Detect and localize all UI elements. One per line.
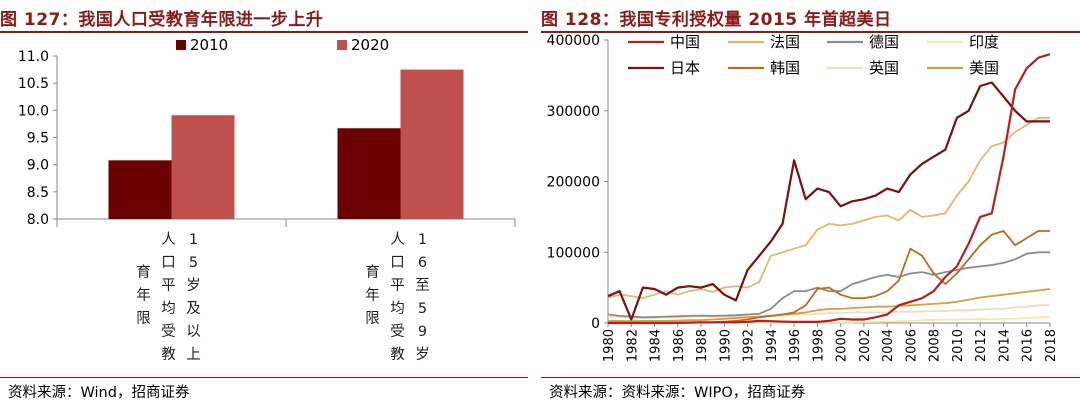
- x-tick-label: 1984: [649, 329, 664, 362]
- series-line-美国: [608, 288, 1051, 323]
- y-tick-label: 200000: [547, 175, 600, 191]
- category-label-char: 育: [136, 264, 151, 281]
- x-tick-label: 2002: [858, 329, 873, 362]
- title-rule: [541, 31, 1080, 33]
- category-label-char: 限: [365, 310, 380, 327]
- source-rule: [0, 377, 528, 378]
- y-tick-label: 9.5: [27, 131, 49, 147]
- category-label-char: 至: [415, 278, 430, 294]
- legend-label-中国: 中国: [670, 33, 700, 51]
- category-label-char: 教: [390, 346, 405, 363]
- category-label-char: 9: [418, 324, 427, 340]
- legend-label-2010: 2010: [190, 36, 228, 54]
- category-label-char: 及: [186, 301, 201, 317]
- category-label-char: 均: [390, 300, 405, 317]
- legend-label-德国: 德国: [869, 33, 899, 51]
- y-tick-label: 100000: [547, 245, 600, 261]
- title-rule: [0, 31, 528, 33]
- x-tick-label: 1986: [672, 329, 687, 362]
- legend-label-韩国: 韩国: [770, 59, 800, 77]
- category-label-char: 教: [161, 346, 176, 363]
- legend-swatch-2010: [176, 40, 186, 50]
- legend-label-印度: 印度: [969, 33, 999, 51]
- source-note: 资料来源：资料来源：WIPO，招商证券: [549, 385, 806, 401]
- series-line-德国: [607, 251, 1050, 319]
- y-tick-label: 300000: [547, 104, 600, 120]
- category-label-char: 岁: [186, 277, 201, 294]
- category-label-char: 口: [390, 255, 405, 271]
- x-tick-label: 1980: [602, 329, 617, 362]
- x-tick-label: 2018: [1044, 329, 1059, 362]
- source-note: 资料来源：Wind，招商证券: [8, 385, 190, 401]
- category-label-char: 育: [365, 264, 380, 281]
- legend-label-英国: 英国: [869, 59, 899, 77]
- category-label-char: 人: [161, 231, 176, 248]
- category-label-char: 平: [161, 278, 176, 294]
- y-tick-label: 8.0: [27, 212, 49, 228]
- legend-label-法国: 法国: [770, 33, 800, 51]
- figure-title: 图 127：我国人口受教育年限进一步上升: [0, 10, 324, 30]
- x-tick-label: 2004: [881, 329, 896, 362]
- category-label-char: 口: [161, 255, 176, 271]
- legend-label-2020: 2020: [351, 36, 389, 54]
- figure-127: 图 127：我国人口受教育年限进一步上升 8.0 8.5 9.0 9.5 10.0 10.…: [0, 0, 528, 416]
- x-tick-label: 2006: [904, 329, 919, 362]
- y-tick-label: 8.5: [27, 185, 49, 201]
- category-label-char: 均: [161, 300, 176, 317]
- category-label-char: 1: [189, 232, 198, 248]
- y-tick-label: 10.5: [18, 76, 49, 92]
- y-tick-label: 400000: [547, 33, 600, 49]
- series-line-中国: [608, 53, 1051, 325]
- category-label-char: 平: [390, 278, 405, 294]
- category-label-char: 人: [390, 231, 405, 248]
- category-label-char: 岁: [415, 346, 430, 363]
- bar-chart: 8.08.59.09.510.010.511.0人口平均受教15岁及以上育年限人…: [18, 36, 516, 363]
- bar-2010-1: [108, 160, 172, 219]
- category-label-char: 以: [186, 324, 201, 340]
- figure-128: 图 128：我国专利授权量 2015 年首超美日 0 100000 200000 30…: [541, 0, 1080, 416]
- category-label-char: 限: [136, 310, 151, 327]
- category-label-char: 年: [365, 287, 380, 304]
- series-line-法国: [607, 116, 1050, 300]
- bar-2010-2: [337, 128, 401, 219]
- x-tick-label: 1996: [788, 329, 803, 362]
- y-tick-label: 9.0: [27, 158, 49, 174]
- legend-label-日本: 日本: [670, 59, 700, 77]
- x-tick-label: 2014: [997, 329, 1012, 362]
- category-label-char: 5: [418, 301, 427, 317]
- x-tick-label: 2000: [835, 329, 850, 362]
- x-tick-label: 2012: [974, 329, 989, 362]
- category-label-char: 受: [390, 323, 405, 340]
- category-label-char: 1: [418, 232, 427, 248]
- bar-2020-2: [400, 69, 464, 219]
- x-tick-label: 1990: [718, 329, 733, 362]
- x-tick-label: 2008: [928, 329, 943, 362]
- category-label-char: 年: [136, 287, 151, 304]
- x-tick-label: 1982: [625, 329, 640, 362]
- category-label-char: 6: [418, 255, 427, 271]
- x-tick-label: 2010: [951, 329, 966, 362]
- category-label-char: 上: [186, 346, 201, 363]
- bar-2020-1: [171, 115, 235, 219]
- series-line-日本: [607, 81, 1050, 321]
- legend-swatch-2020: [337, 40, 347, 50]
- category-label-char: 5: [189, 255, 198, 271]
- category-label-char: 受: [161, 323, 176, 340]
- legend-label-美国: 美国: [969, 59, 999, 77]
- x-tick-label: 1992: [742, 329, 757, 362]
- y-tick-label: 11.0: [18, 49, 49, 65]
- x-tick-label: 1988: [695, 329, 710, 362]
- line-chart: 0 100000 200000 300000 400000 1980 1982 1984 198…: [547, 33, 1059, 362]
- x-tick-label: 2016: [1021, 329, 1036, 362]
- y-tick-label: 10.0: [18, 103, 49, 119]
- x-tick-label: 1994: [765, 329, 780, 362]
- source-rule: [541, 377, 1080, 378]
- y-tick-label: 0: [591, 316, 600, 332]
- figure-title: 图 128：我国专利授权量 2015 年首超美日: [541, 10, 892, 30]
- x-tick-label: 1998: [811, 329, 826, 362]
